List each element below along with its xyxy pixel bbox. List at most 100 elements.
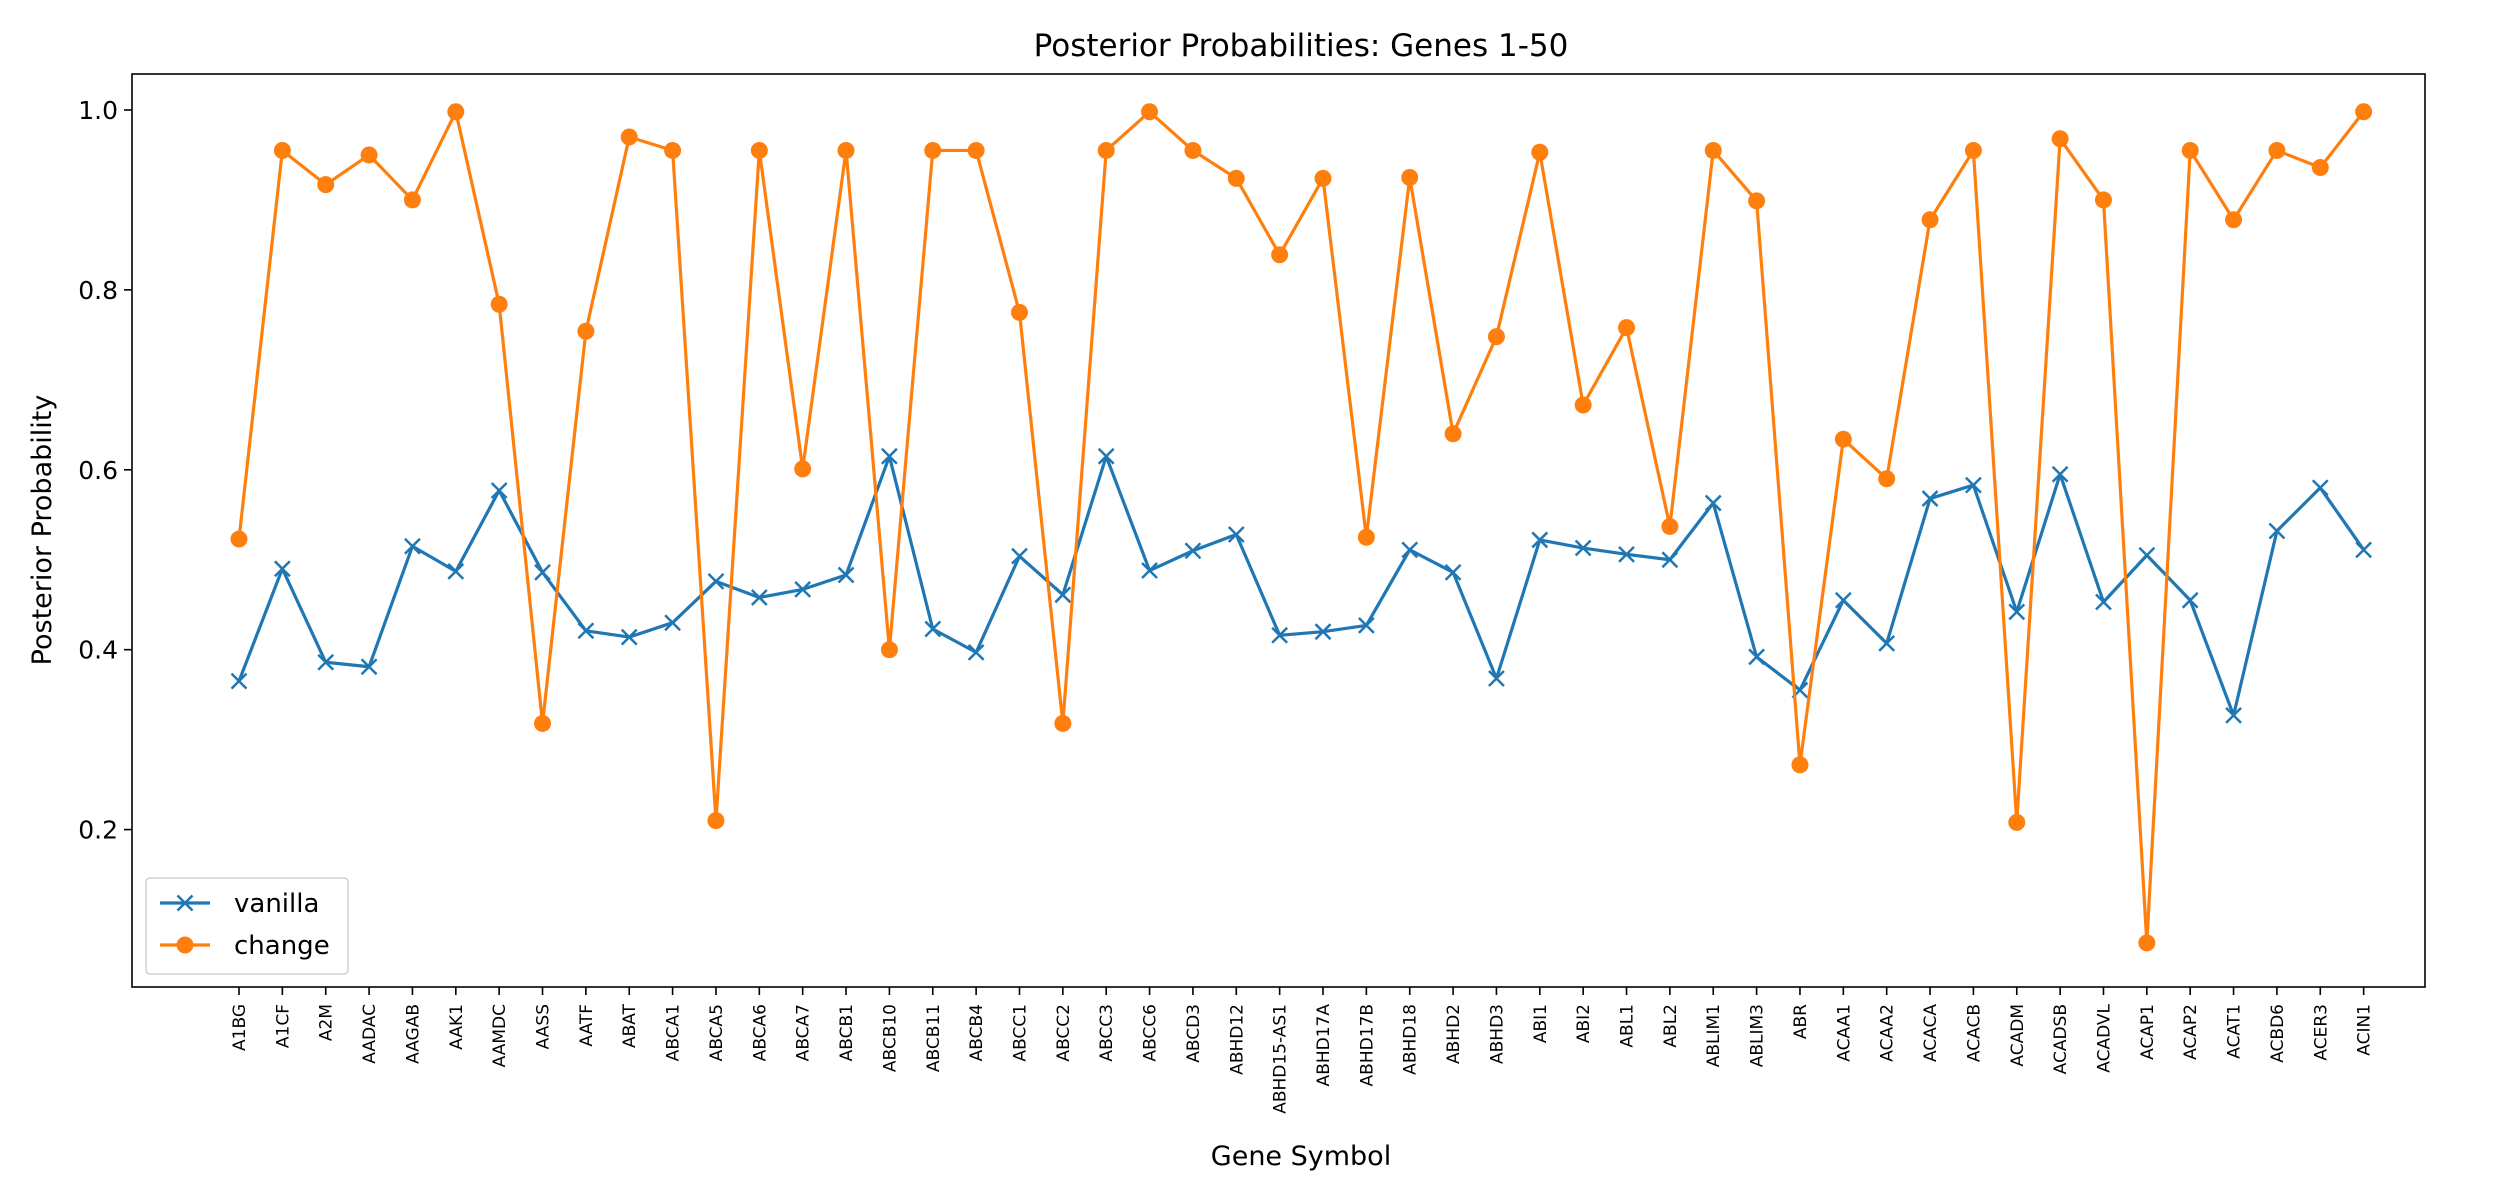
data-point-vanilla xyxy=(967,643,985,661)
series-line-vanilla xyxy=(237,454,2365,717)
data-point-vanilla xyxy=(707,572,725,590)
x-tick-label: ABL1 xyxy=(1618,1004,1638,1048)
data-point-change xyxy=(1531,143,1549,161)
data-point-change xyxy=(620,128,638,146)
x-tick-label: ABCB4 xyxy=(967,1004,987,1061)
data-point-change xyxy=(1141,103,1159,121)
data-point-change xyxy=(2051,130,2069,148)
y-tick-label: 0.4 xyxy=(78,636,118,665)
x-tick-label: ACER3 xyxy=(2311,1004,2331,1061)
x-tick-label: ABCC3 xyxy=(1097,1004,1117,1062)
data-point-vanilla xyxy=(230,672,248,690)
data-point-vanilla xyxy=(1878,635,1896,652)
x-tick-label: AADAC xyxy=(360,1004,380,1064)
y-tick-label: 0.8 xyxy=(78,276,118,305)
data-point-vanilla xyxy=(1444,563,1462,581)
data-point-vanilla xyxy=(2225,706,2242,724)
legend-marker-vanilla xyxy=(176,894,194,912)
legend-marker-change xyxy=(176,936,194,954)
data-point-vanilla xyxy=(620,628,638,646)
x-tick-label: ABHD18 xyxy=(1401,1004,1421,1075)
x-tick-label: ABCB11 xyxy=(924,1004,944,1072)
legend-item-change: change xyxy=(160,931,330,961)
data-point-change xyxy=(1487,328,1505,346)
x-tick-label: ABHD15-AS1 xyxy=(1271,1004,1291,1114)
data-point-change xyxy=(447,103,465,121)
data-point-change xyxy=(360,146,378,164)
data-point-vanilla xyxy=(924,620,942,638)
data-point-vanilla xyxy=(2008,603,2026,621)
data-point-vanilla xyxy=(837,566,855,584)
x-tick-label: A2M xyxy=(317,1004,337,1041)
x-tick-label: AAK1 xyxy=(447,1004,467,1050)
data-point-change xyxy=(1401,168,1419,186)
data-point-change xyxy=(1010,303,1028,321)
data-point-vanilla xyxy=(1314,623,1332,641)
data-point-vanilla xyxy=(1184,542,1202,560)
x-tick-label: ACIN1 xyxy=(2355,1004,2375,1056)
data-point-change xyxy=(1748,192,1766,210)
data-point-change xyxy=(2225,211,2243,229)
data-point-vanilla xyxy=(881,447,898,465)
data-point-vanilla xyxy=(1141,562,1158,579)
x-tick-label: ABLIM1 xyxy=(1704,1004,1724,1067)
x-tick-label: ABHD12 xyxy=(1227,1004,1247,1075)
x-tick-label: ABCA6 xyxy=(750,1004,770,1061)
x-tick-label: ABCC1 xyxy=(1010,1004,1030,1062)
x-tick-label: ABCA1 xyxy=(664,1004,684,1061)
x-tick-label: ABLIM3 xyxy=(1748,1004,1768,1067)
data-point-vanilla xyxy=(2311,479,2329,497)
data-point-change xyxy=(317,176,335,194)
x-tick-label: AATF xyxy=(577,1004,597,1047)
x-tick-label: ACAP1 xyxy=(2138,1004,2158,1060)
data-point-vanilla xyxy=(664,614,681,632)
data-point-change xyxy=(2094,191,2112,209)
data-point-change xyxy=(2268,141,2286,159)
data-point-vanilla xyxy=(1921,490,1939,507)
data-point-change xyxy=(2311,159,2329,177)
x-tick-label: ACADM xyxy=(2008,1004,2028,1067)
x-tick-label: ABCC6 xyxy=(1141,1004,1161,1062)
data-point-change xyxy=(1314,169,1332,187)
data-point-change xyxy=(1357,528,1375,546)
data-point-change xyxy=(1618,319,1636,337)
series-layer xyxy=(230,103,2373,952)
data-point-vanilla xyxy=(360,658,378,676)
data-point-change xyxy=(1184,141,1202,159)
data-point-vanilla xyxy=(1357,617,1375,634)
data-point-change xyxy=(1878,470,1896,488)
data-point-change xyxy=(1704,141,1722,159)
data-point-change xyxy=(707,812,725,830)
x-tick-label: ACBD6 xyxy=(2268,1004,2288,1063)
x-tick-label: ABCB10 xyxy=(880,1004,900,1072)
x-tick-label: ACACB xyxy=(1964,1004,1984,1062)
x-tick-label: ABHD3 xyxy=(1487,1004,1507,1064)
data-point-vanilla xyxy=(1271,626,1289,644)
x-tick-label: ABHD17B xyxy=(1357,1004,1377,1086)
data-point-change xyxy=(1574,396,1592,414)
data-point-vanilla xyxy=(1401,541,1419,559)
data-point-change xyxy=(924,141,942,159)
data-point-vanilla xyxy=(1661,551,1679,569)
data-point-vanilla xyxy=(2095,593,2112,611)
data-point-change xyxy=(1834,430,1852,448)
y-axis: 0.2 0.4 0.6 0.8 1.0 xyxy=(78,96,132,845)
data-point-change xyxy=(2008,813,2026,831)
data-point-change xyxy=(664,141,682,159)
data-point-vanilla xyxy=(1748,648,1765,666)
series-vanilla xyxy=(230,447,2373,724)
data-point-change xyxy=(1444,425,1462,443)
data-point-vanilla xyxy=(2355,541,2373,559)
x-tick-label: ABR xyxy=(1791,1004,1811,1039)
y-tick-label: 0.6 xyxy=(78,456,118,485)
data-point-vanilla xyxy=(1704,494,1722,512)
x-tick-label: ACAA2 xyxy=(1878,1004,1898,1062)
data-point-vanilla xyxy=(2138,546,2156,564)
data-point-vanilla xyxy=(750,589,768,606)
x-tick-label: A1CF xyxy=(273,1004,293,1048)
data-point-vanilla xyxy=(317,653,335,671)
x-tick-label: AAMDC xyxy=(490,1004,510,1067)
data-point-change xyxy=(1921,211,1939,229)
x-axis-label: Gene Symbol xyxy=(1211,1141,1391,1172)
